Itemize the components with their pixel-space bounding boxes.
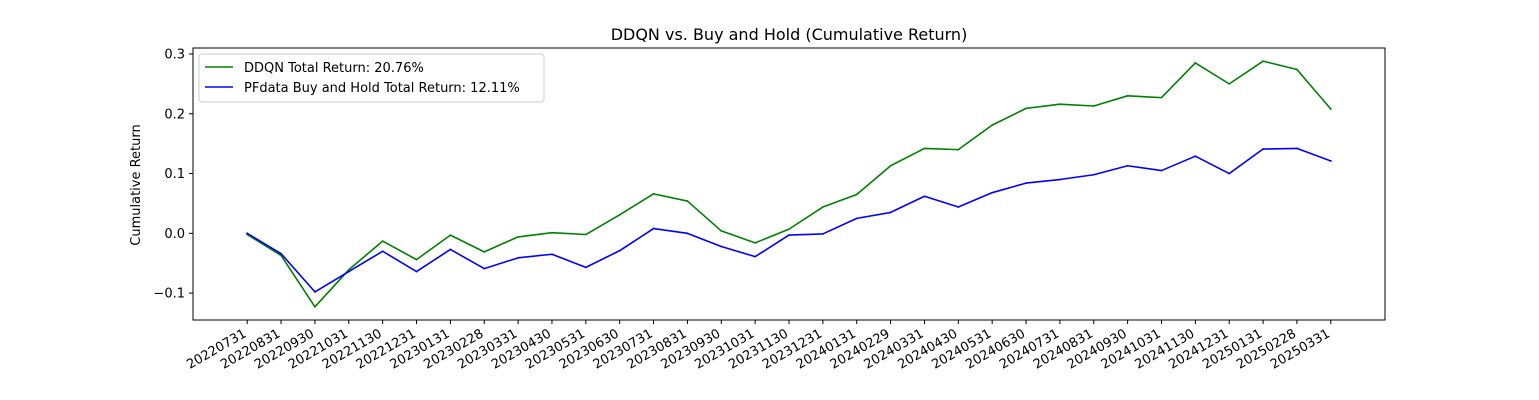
y-tick-label: 0.2 (164, 107, 185, 122)
legend-label-buy-and-hold: PFdata Buy and Hold Total Return: 12.11% (244, 81, 520, 96)
data-point (1228, 172, 1231, 175)
data-point (821, 206, 824, 208)
data-point (720, 230, 723, 232)
legend-box (198, 53, 545, 103)
data-point (788, 234, 790, 237)
y-axis-label: Cumulative Return (129, 124, 144, 245)
data-point (754, 241, 757, 244)
data-point (314, 305, 316, 308)
data-point (551, 253, 553, 256)
data-point (1092, 173, 1095, 176)
data-point (652, 192, 655, 195)
data-point (381, 250, 384, 253)
data-point (1296, 68, 1298, 71)
data-point (280, 252, 282, 255)
data-point (923, 195, 926, 198)
data-point (246, 232, 249, 235)
data-point (821, 233, 824, 235)
y-axis: −0.1 0.0 0.1 0.2 0.3 (153, 47, 193, 302)
y-tick-label: −0.1 (153, 287, 185, 302)
data-point (686, 200, 689, 202)
data-point (618, 249, 621, 252)
y-tick-label: 0.1 (164, 167, 185, 182)
y-tick-label: 0.3 (164, 47, 185, 62)
data-point (1092, 105, 1095, 107)
data-point (415, 270, 418, 273)
data-point (551, 231, 553, 234)
data-point (483, 250, 486, 253)
data-point (957, 148, 960, 151)
data-point (584, 233, 587, 236)
data-point (991, 124, 994, 127)
data-point (957, 206, 960, 208)
data-point (449, 248, 452, 251)
data-point (1025, 182, 1027, 185)
data-point (1194, 155, 1197, 158)
data-point (517, 256, 519, 259)
y-tick-label: 0.0 (164, 227, 185, 242)
data-point (381, 240, 384, 242)
data-point (1296, 147, 1298, 150)
legend: DDQN Total Return: 20.76% PFdata Buy and… (198, 53, 545, 103)
data-point (1160, 169, 1163, 172)
chart-title: DDQN vs. Buy and Hold (Cumulative Return… (611, 25, 968, 44)
data-point (1025, 107, 1027, 110)
data-point (1059, 103, 1061, 106)
data-point (1059, 178, 1061, 181)
data-point (855, 217, 858, 220)
data-point (1262, 148, 1264, 150)
data-point (754, 255, 757, 258)
data-point (889, 164, 892, 167)
data-point (991, 191, 994, 194)
data-point (449, 234, 452, 237)
data-point (889, 211, 892, 214)
data-point (618, 213, 621, 216)
data-point (347, 268, 350, 271)
data-point (483, 267, 486, 270)
data-point (517, 236, 519, 238)
data-point (1329, 160, 1332, 162)
data-point (720, 245, 723, 248)
legend-label-ddqn: DDQN Total Return: 20.76% (244, 61, 424, 76)
data-point (788, 228, 790, 231)
data-point (1262, 60, 1264, 63)
data-point (855, 193, 858, 196)
data-point (415, 258, 418, 261)
plot-area (246, 60, 1332, 308)
data-point (584, 266, 587, 269)
data-point (1329, 108, 1332, 110)
data-point (652, 227, 655, 230)
data-point (314, 291, 316, 293)
data-point (1160, 96, 1163, 99)
data-point (1228, 82, 1231, 85)
data-point (686, 232, 689, 235)
data-point (1126, 94, 1129, 97)
data-point (1194, 62, 1197, 64)
data-point (1126, 164, 1129, 167)
data-point (347, 270, 350, 273)
data-point (923, 147, 926, 150)
